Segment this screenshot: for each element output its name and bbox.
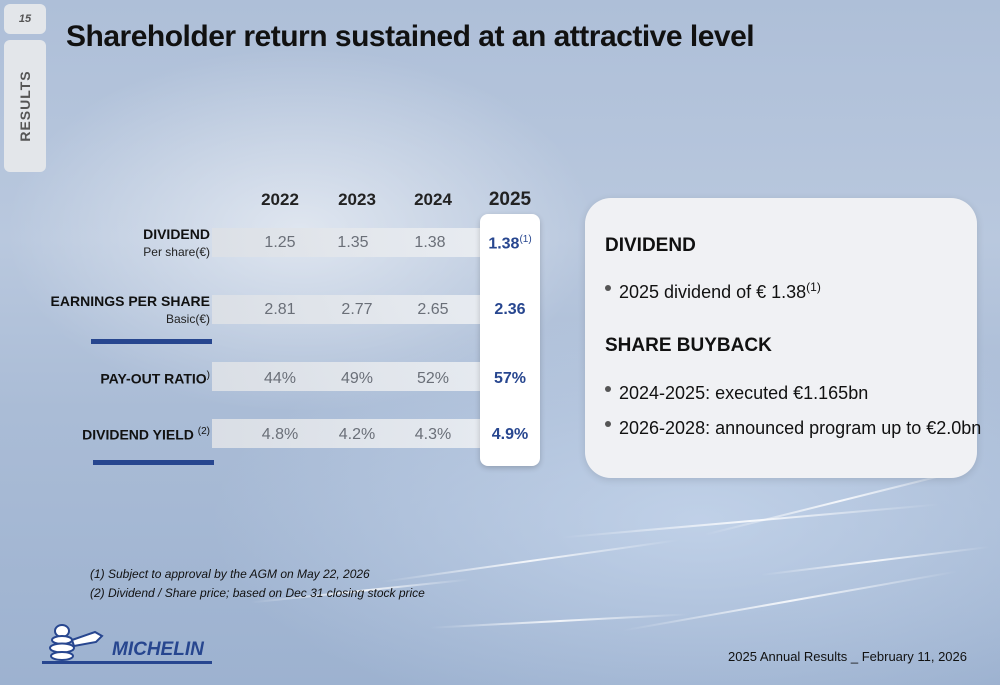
bullet-dot [605,421,611,428]
row-sublabel: Per share(€) [143,245,210,259]
accent-bar [91,339,212,344]
footnote-ref: (1) [519,234,532,245]
table-cell: 52% [416,370,450,387]
section-tab-label: RESULTS [17,70,33,142]
row-band [212,419,482,448]
row-band [212,295,482,324]
table-cell: 2.81 [264,301,296,318]
row-label-text: PAY-OUT RATIO [100,370,207,387]
table-cell: 4.8% [261,426,299,443]
year-header: 2022 [261,190,299,209]
table-cell: 4.2% [338,426,376,443]
highlight-value: 1.38 [488,235,520,253]
accent-bar [93,460,214,465]
highlight-cell: 57% [493,370,527,387]
card-heading-buyback: SHARE BUYBACK [605,335,772,356]
footnote-ref: (2) [197,426,210,437]
highlight-column [480,214,540,466]
table-cell: 2.77 [341,301,373,318]
footnote-ref: (1) [806,280,821,294]
card-heading-dividend: DIVIDEND [605,235,696,256]
footer-text: 2025 Annual Results _ February 11, 2026 [728,649,967,664]
highlight-cell: 1.38(1) [480,234,540,253]
row-sublabel: Basic(€) [165,312,210,326]
table-cell: 2.65 [417,301,449,318]
bullet-text: 2026-2028: announced program up to €2.0b… [619,418,982,438]
year-header-highlight: 2025 [488,189,532,210]
footnote-ref: ) [206,370,210,381]
bullet-text: 2024-2025: executed €1.165bn [619,383,869,403]
card-bullet: 2024-2025: executed €1.165bn [605,383,868,404]
row-label-dividend: DIVIDEND [143,226,210,242]
logo-text: MICHELIN [112,639,205,660]
row-label-payout: PAY-OUT RATIO) [100,370,210,387]
table-cell: 1.38 [414,234,446,251]
bullet-text: 2025 dividend of € 1.38 [619,282,807,302]
table-cell: 44% [263,370,297,387]
highlight-cell: 4.9% [491,426,529,443]
table-cell: 1.35 [337,234,369,251]
card-bullet: 2026-2028: announced program up to €2.0b… [605,418,981,439]
bibendum-icon [49,624,104,661]
card-bullet: 2025 dividend of € 1.38(1) [605,280,821,303]
bullet-dot [605,386,611,393]
page-title: Shareholder return sustained at an attra… [66,20,755,53]
table-cell: 49% [340,370,374,387]
row-label-yield: DIVIDEND YIELD (2) [82,426,210,443]
table-cell: 1.25 [264,234,296,251]
page-number: 15 [4,4,46,34]
row-band [212,228,482,257]
michelin-logo: MICHELIN [42,624,212,664]
section-tab[interactable]: RESULTS [4,40,46,172]
table-cell: 4.3% [414,426,452,443]
footnote: (2) Dividend / Share price; based on Dec… [90,586,425,600]
row-band [212,362,482,391]
row-label-text: DIVIDEND YIELD [82,426,194,443]
year-header: 2023 [338,190,376,209]
highlight-cell: 2.36 [494,301,526,318]
row-label-eps: EARNINGS PER SHARE [50,293,210,309]
bullet-dot [605,285,611,292]
year-header: 2024 [414,190,452,209]
summary-card: DIVIDEND 2025 dividend of € 1.38(1) SHAR… [585,198,981,478]
footnote: (1) Subject to approval by the AGM on Ma… [90,567,370,581]
